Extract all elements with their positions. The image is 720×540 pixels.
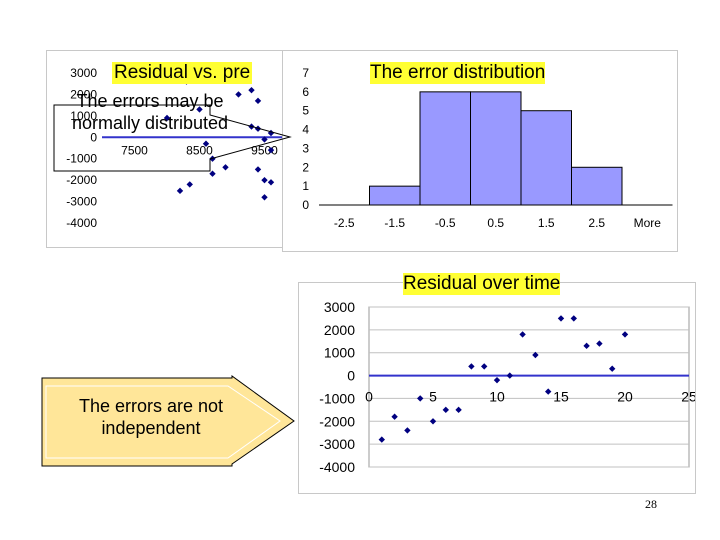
y-tick-label: -1000 (66, 152, 97, 166)
y-tick-label: -3000 (319, 436, 355, 452)
data-point (557, 315, 565, 322)
y-tick-label: 1 (302, 179, 309, 193)
y-tick-label: 5 (302, 104, 309, 118)
data-point (468, 363, 475, 370)
y-tick-label: -4000 (319, 459, 355, 475)
data-point (176, 187, 184, 195)
y-tick-label: 2000 (70, 87, 97, 101)
data-point (455, 406, 462, 414)
x-tick-label: 25 (681, 389, 695, 405)
x-tick-label: 0.5 (487, 216, 504, 230)
data-point (186, 181, 193, 188)
y-tick-label: -3000 (66, 195, 97, 209)
error-distribution-title: The error distribution (370, 62, 546, 84)
x-tick-label: 10 (489, 389, 505, 405)
independence-callout-text: The errors are not independent (78, 396, 224, 438)
data-point (519, 331, 526, 338)
data-point (261, 176, 268, 184)
y-tick-label: 1000 (70, 109, 97, 123)
y-tick-label: 7 (302, 66, 309, 80)
independence-callout-shape (41, 375, 295, 467)
page-number: 28 (645, 497, 657, 511)
y-tick-label: 3 (302, 141, 309, 155)
histogram-bar (369, 185, 421, 206)
normality-callout-shape (53, 104, 292, 172)
x-tick-label: 7500 (121, 143, 148, 157)
y-tick-label: -2000 (66, 173, 97, 187)
residual-vs-predicted-title: Residual vs. pre (112, 62, 253, 84)
data-point (596, 340, 603, 347)
histogram-bar (419, 91, 471, 206)
residual-over-time-title: Residual over time (403, 273, 561, 295)
data-point (493, 376, 501, 384)
x-tick-label: -0.5 (435, 216, 456, 230)
data-point (378, 436, 385, 443)
data-point (222, 164, 229, 171)
x-tick-label: More (634, 216, 662, 230)
y-tick-label: 3000 (70, 66, 97, 80)
data-point (391, 413, 398, 420)
y-tick-label: 3000 (324, 299, 355, 315)
y-tick-label: -4000 (66, 216, 97, 230)
y-tick-label: 1000 (324, 345, 355, 361)
error-distribution-histogram: 7 6 5 4 3 2 1 0 -2.5 -1.5 -0.5 0.5 1.5 2.5 More (302, 66, 673, 230)
y-tick-label: -1000 (319, 390, 355, 406)
data-point (209, 170, 216, 177)
data-point (545, 388, 552, 395)
x-tick-label: -1.5 (384, 216, 405, 230)
histogram-bar (470, 91, 522, 206)
y-tick-label: 2 (302, 160, 309, 174)
histogram-bar (520, 110, 572, 206)
y-tick-label: 2000 (324, 322, 355, 338)
y-tick-label: 0 (302, 198, 309, 212)
data-point (570, 315, 577, 322)
data-point (196, 106, 203, 113)
x-tick-label: 8500 (186, 143, 213, 157)
residual-over-time-chart: 3000 2000 1000 0 -1000 -2000 -3000 -4000 0 5 10 15 2… (298, 282, 697, 494)
data-point (621, 331, 629, 338)
data-point (254, 166, 262, 173)
x-tick-label: 15 (553, 389, 569, 405)
residual-over-time-plot: 3000 2000 1000 0 -1000 -2000 -3000 -4000 0 5 10 15 2… (319, 299, 697, 475)
x-tick-label: 0 (365, 389, 373, 405)
data-point (481, 363, 488, 370)
data-point (442, 406, 449, 414)
data-point (429, 418, 437, 425)
data-point (267, 129, 275, 137)
plot-area (368, 306, 690, 468)
y-tick-label: -2000 (319, 413, 355, 429)
data-point (261, 136, 268, 143)
data-point (267, 179, 275, 186)
data-point (261, 194, 268, 201)
x-tick-label: -2.5 (334, 216, 355, 230)
y-tick-label: 0 (347, 368, 355, 384)
data-point (609, 365, 616, 372)
y-tick-label: 4 (302, 123, 309, 137)
data-point (235, 91, 242, 98)
data-point (417, 395, 424, 402)
normality-callout-text: The errors may be normally distributed (71, 91, 229, 133)
histogram-bar (571, 166, 623, 206)
x-tick-label: 20 (617, 389, 633, 405)
data-point (267, 146, 275, 154)
x-tick-label: 9500 (251, 143, 278, 157)
x-tick-label: 5 (429, 389, 437, 405)
y-tick-label: 0 (90, 130, 97, 144)
x-tick-label: 2.5 (588, 216, 605, 230)
data-point (506, 372, 513, 379)
x-tick-label: 1.5 (538, 216, 555, 230)
y-tick-label: 6 (302, 85, 309, 99)
data-point (583, 342, 590, 350)
data-point (248, 86, 255, 94)
data-point (404, 427, 411, 434)
data-point (202, 140, 210, 147)
